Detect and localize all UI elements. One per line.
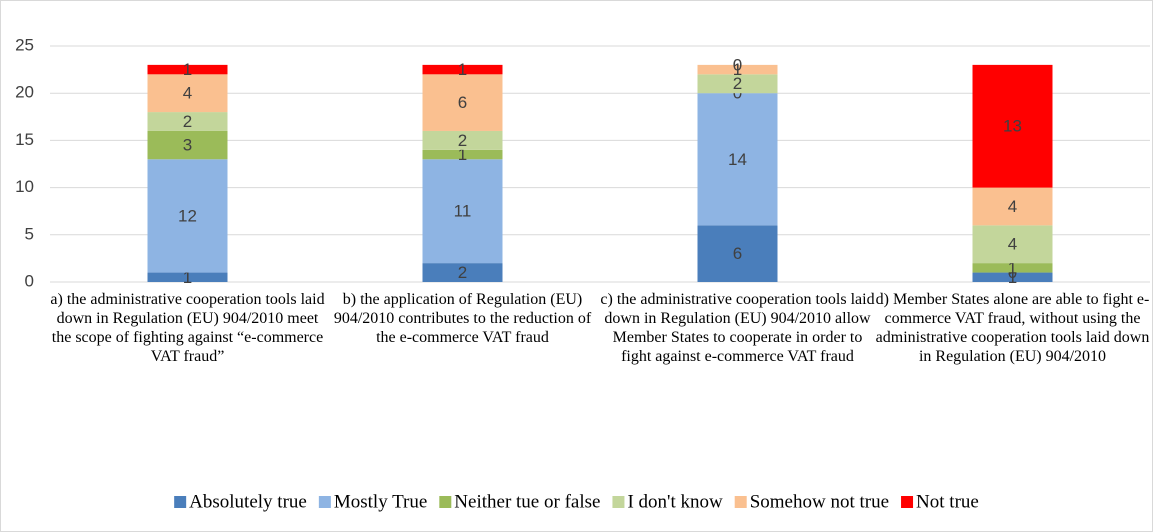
- y-tick-label: 0: [25, 271, 34, 290]
- legend-swatch: [901, 496, 914, 508]
- bar-segment: [422, 149, 503, 160]
- bar-segment: [147, 112, 228, 131]
- x-tick-label-box: c) the administrative cooperation tools …: [600, 291, 875, 365]
- data-label: 1: [458, 145, 467, 164]
- bar-segment: [147, 74, 228, 113]
- bar-segment: [972, 64, 1053, 188]
- bar-segment: [697, 64, 778, 75]
- bar-segment: [422, 74, 503, 131]
- x-tick-label: c) the administrative cooperation tools …: [600, 291, 875, 365]
- bar-segment: [147, 272, 228, 282]
- data-label: 1: [733, 60, 742, 79]
- data-label: 2: [183, 112, 192, 131]
- bar-segment: [422, 263, 503, 282]
- x-tick-label-box: a) the administrative cooperation tools …: [50, 291, 325, 365]
- x-tick-label: b) the application of Regulation (EU) 90…: [333, 291, 592, 346]
- data-label: 1: [183, 60, 192, 79]
- bar-segment: [697, 93, 778, 226]
- data-label: 6: [733, 244, 742, 263]
- bar-segment: [972, 225, 1053, 264]
- legend-swatch: [734, 496, 747, 508]
- bar-segment: [147, 130, 228, 160]
- data-label: 4: [1008, 197, 1017, 216]
- bar-segment: [697, 74, 778, 94]
- legend-label: Not true: [916, 491, 979, 512]
- data-label: 2: [733, 74, 742, 93]
- legend: Absolutely true Mostly True Neither tue or…: [174, 491, 979, 512]
- data-label: 1: [458, 60, 467, 79]
- data-label: 3: [183, 136, 192, 155]
- x-tick-label-box: d) Member States alone are able to fight…: [875, 291, 1150, 365]
- data-label: 1: [1008, 258, 1017, 277]
- data-label: 4: [183, 84, 192, 103]
- y-tick-label: 5: [25, 224, 34, 243]
- data-label: 11: [454, 202, 472, 221]
- bar-segment: [697, 225, 778, 282]
- bar-segment: [972, 263, 1053, 273]
- data-label: 1: [183, 268, 192, 287]
- legend-swatch: [318, 496, 331, 508]
- x-tick-label: d) Member States alone are able to fight…: [875, 291, 1150, 365]
- data-label: 4: [1008, 235, 1017, 254]
- legend-swatch: [174, 496, 187, 508]
- y-tick-label: 15: [15, 130, 34, 149]
- bar-segment: [972, 272, 1053, 282]
- bar-segment: [422, 64, 503, 75]
- y-tick-label: 20: [15, 83, 34, 102]
- bar-segment: [147, 64, 228, 75]
- x-tick-label: a) the administrative cooperation tools …: [50, 291, 325, 365]
- y-tick-label: 25: [15, 35, 34, 54]
- legend-label: Somehow not true: [750, 491, 889, 512]
- data-label: 12: [178, 206, 197, 225]
- data-label: 13: [1003, 117, 1022, 136]
- legend-label: Mostly True: [334, 491, 427, 512]
- legend-label: Neither tue or false: [454, 491, 600, 512]
- data-label: 2: [458, 131, 467, 150]
- x-tick-label-box: b) the application of Regulation (EU) 90…: [333, 291, 592, 346]
- data-label: 0: [733, 55, 742, 74]
- bar-segment: [422, 159, 503, 264]
- bar-segment: [147, 159, 228, 273]
- legend-label: I don't know: [627, 491, 723, 512]
- data-label: 6: [458, 93, 467, 112]
- legend-swatch: [612, 496, 625, 508]
- data-label: 1: [1008, 268, 1017, 287]
- y-tick-label: 10: [15, 177, 34, 196]
- legend-label: Absolutely true: [189, 491, 307, 512]
- data-label: 2: [458, 263, 467, 282]
- legend-swatch: [439, 496, 452, 508]
- bar-segment: [972, 187, 1053, 226]
- bar-segment: [422, 130, 503, 150]
- data-label: 14: [728, 150, 747, 169]
